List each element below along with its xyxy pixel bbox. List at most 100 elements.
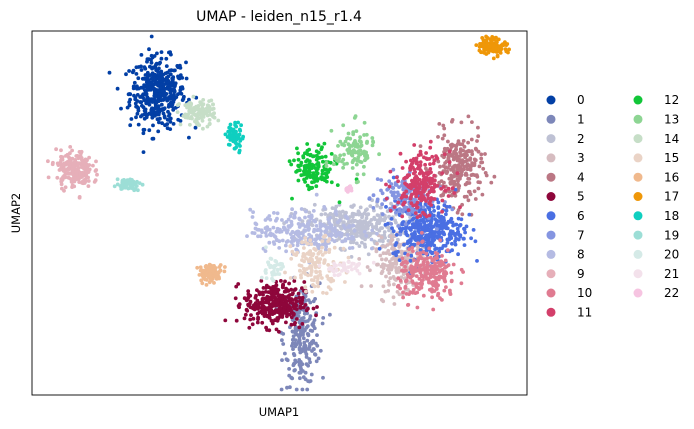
point-cluster-6 bbox=[391, 251, 396, 256]
legend-marker-3 bbox=[546, 153, 556, 163]
point-cluster-5 bbox=[250, 322, 255, 327]
point-cluster-7 bbox=[390, 193, 395, 198]
point-cluster-1 bbox=[302, 311, 307, 316]
point-cluster-14 bbox=[212, 111, 217, 116]
point-cluster-0 bbox=[144, 80, 149, 84]
point-cluster-4 bbox=[456, 139, 461, 144]
point-cluster-6 bbox=[453, 187, 458, 192]
legend-label-1: 1 bbox=[577, 113, 585, 127]
point-cluster-0 bbox=[154, 62, 158, 67]
point-cluster-5 bbox=[311, 306, 316, 311]
point-cluster-6 bbox=[404, 226, 408, 231]
point-cluster-15 bbox=[293, 275, 297, 280]
point-cluster-0 bbox=[139, 53, 144, 57]
point-cluster-21 bbox=[353, 266, 358, 271]
point-cluster-4 bbox=[443, 165, 448, 170]
point-cluster-5 bbox=[291, 298, 295, 302]
point-cluster-7 bbox=[380, 212, 385, 217]
point-cluster-0 bbox=[160, 76, 165, 80]
point-cluster-4 bbox=[472, 161, 477, 166]
point-cluster-6 bbox=[444, 208, 449, 213]
point-cluster-2 bbox=[349, 204, 354, 209]
point-cluster-1 bbox=[312, 347, 316, 352]
point-cluster-14 bbox=[209, 98, 214, 103]
point-cluster-0 bbox=[187, 97, 191, 102]
point-cluster-4 bbox=[456, 208, 461, 212]
point-cluster-6 bbox=[396, 249, 400, 254]
point-cluster-7 bbox=[379, 188, 383, 193]
point-cluster-18 bbox=[239, 123, 244, 128]
point-cluster-4 bbox=[437, 122, 442, 126]
point-cluster-11 bbox=[428, 177, 433, 182]
point-cluster-11 bbox=[440, 209, 444, 214]
point-cluster-6 bbox=[411, 216, 416, 221]
point-cluster-10 bbox=[418, 254, 422, 259]
point-cluster-5 bbox=[295, 317, 299, 321]
point-cluster-2 bbox=[351, 218, 355, 223]
point-cluster-0 bbox=[155, 51, 159, 56]
point-cluster-11 bbox=[432, 173, 437, 178]
point-cluster-8 bbox=[312, 227, 317, 232]
point-cluster-6 bbox=[377, 246, 382, 251]
point-cluster-8 bbox=[252, 231, 257, 236]
point-cluster-4 bbox=[446, 139, 450, 144]
point-cluster-11 bbox=[417, 196, 422, 201]
point-cluster-2 bbox=[360, 215, 364, 220]
point-cluster-15 bbox=[302, 259, 306, 264]
point-cluster-4 bbox=[459, 153, 464, 158]
point-cluster-4 bbox=[436, 159, 441, 164]
point-cluster-8 bbox=[370, 228, 375, 233]
point-cluster-4 bbox=[462, 194, 467, 199]
point-cluster-16 bbox=[223, 265, 227, 269]
point-cluster-14 bbox=[188, 122, 192, 127]
point-cluster-18 bbox=[238, 139, 243, 143]
point-cluster-14 bbox=[189, 115, 194, 119]
point-cluster-19 bbox=[140, 182, 145, 187]
point-cluster-0 bbox=[156, 94, 161, 99]
point-cluster-0 bbox=[133, 101, 138, 106]
point-cluster-14 bbox=[196, 111, 200, 116]
point-cluster-8 bbox=[286, 239, 290, 243]
point-cluster-5 bbox=[275, 298, 280, 302]
point-cluster-7 bbox=[392, 190, 397, 195]
point-cluster-15 bbox=[308, 256, 313, 261]
point-cluster-4 bbox=[440, 136, 445, 141]
point-cluster-8 bbox=[285, 228, 290, 233]
point-cluster-3 bbox=[381, 266, 386, 270]
point-cluster-0 bbox=[160, 89, 165, 93]
point-cluster-17 bbox=[496, 37, 501, 42]
point-cluster-4 bbox=[464, 173, 469, 177]
point-cluster-0 bbox=[135, 111, 140, 116]
point-cluster-3 bbox=[392, 302, 397, 306]
point-cluster-2 bbox=[375, 227, 379, 231]
point-cluster-0 bbox=[167, 112, 172, 116]
point-cluster-5 bbox=[298, 299, 302, 304]
point-cluster-4 bbox=[469, 137, 474, 142]
point-cluster-3 bbox=[380, 269, 385, 274]
point-cluster-15 bbox=[306, 273, 310, 278]
point-cluster-9 bbox=[59, 148, 63, 153]
point-cluster-9 bbox=[61, 168, 66, 173]
point-cluster-0 bbox=[149, 110, 154, 115]
point-cluster-9 bbox=[73, 158, 78, 162]
point-cluster-5 bbox=[264, 283, 269, 288]
point-cluster-5 bbox=[300, 295, 305, 300]
point-cluster-1 bbox=[294, 387, 299, 392]
point-cluster-9 bbox=[67, 157, 72, 162]
point-cluster-6 bbox=[459, 217, 464, 222]
point-cluster-4 bbox=[479, 152, 484, 157]
point-cluster-1 bbox=[298, 376, 302, 381]
point-cluster-10 bbox=[419, 285, 424, 290]
point-cluster-4 bbox=[457, 175, 462, 180]
point-cluster-0 bbox=[173, 83, 177, 88]
point-cluster-20 bbox=[273, 272, 278, 277]
point-cluster-15 bbox=[308, 264, 313, 268]
point-cluster-11 bbox=[412, 143, 417, 147]
point-cluster-12 bbox=[296, 157, 301, 162]
point-cluster-3 bbox=[392, 276, 397, 281]
point-cluster-5 bbox=[274, 327, 279, 332]
point-cluster-14 bbox=[212, 115, 217, 120]
point-cluster-17 bbox=[491, 43, 496, 48]
point-cluster-11 bbox=[421, 178, 426, 183]
point-cluster-9 bbox=[79, 163, 84, 167]
